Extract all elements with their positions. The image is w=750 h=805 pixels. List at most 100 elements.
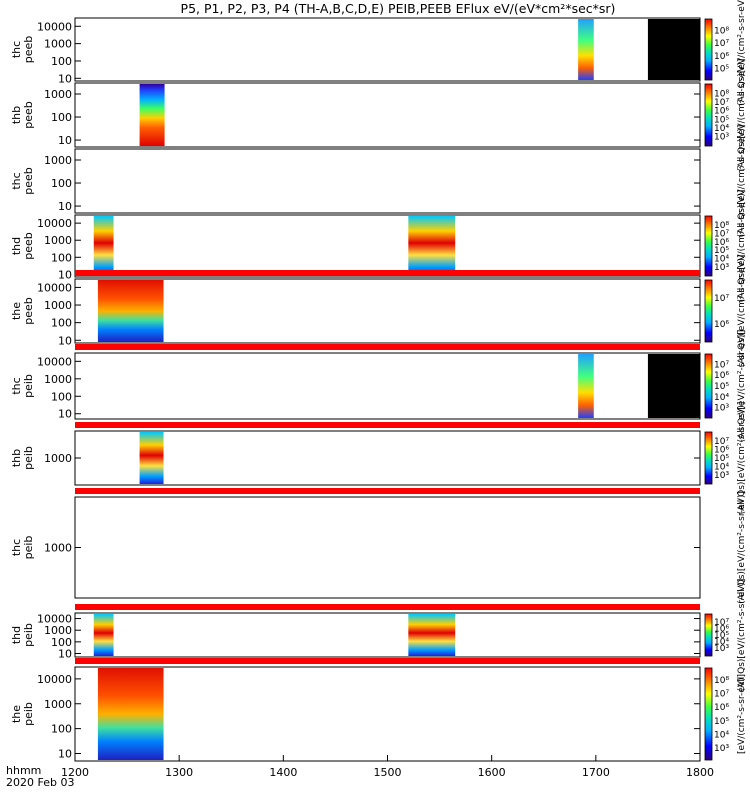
y-tick-label: 10 — [58, 134, 72, 147]
y-tick-label: 10 — [58, 268, 72, 281]
x-tick-label: 1200 — [61, 766, 89, 779]
colorbar — [704, 613, 713, 657]
x-tick-label: 1600 — [478, 766, 506, 779]
colorbar-tick-label: 10³ — [714, 744, 729, 754]
y-tick-label: 1000 — [44, 299, 72, 312]
colorbar-tick-label: 10⁴ — [714, 393, 729, 403]
colorbar-tick-label: 10⁸ — [714, 676, 729, 686]
spectrogram-block — [93, 614, 114, 656]
panel-label-probe: thd — [10, 626, 23, 644]
colorbar-tick-label: 10⁵ — [714, 115, 729, 125]
colorbar-tick-label: 10³ — [714, 471, 729, 481]
fill-band — [75, 488, 700, 494]
y-tick-label: 1000 — [44, 38, 72, 51]
y-tick-label: 10 — [58, 72, 72, 85]
colorbar-label: (All Qs)[eV/(cm²-s-sr-eV)] — [737, 125, 747, 238]
y-tick-label: 10 — [58, 200, 72, 213]
fill-band — [75, 270, 700, 276]
colorbar-tick-label: 10⁵ — [714, 65, 729, 75]
colorbar-label: (All Qs)[eV/(cm²-s-sr-eV)] — [737, 402, 747, 515]
spectrogram-block — [139, 432, 164, 484]
panel-frame — [74, 214, 701, 278]
panel-label-product: peeb — [22, 232, 35, 260]
panel-frame — [74, 430, 701, 486]
spectrogram-block — [408, 216, 456, 276]
panel-label-probe: thb — [10, 106, 23, 124]
y-tick-label: 10000 — [37, 613, 72, 626]
panel-5: 10 100 1000 10000 the peeb 10⁶ 10⁷ (All Qs)[eV/(… — [10, 255, 747, 368]
fill-band — [75, 422, 700, 428]
colorbar-label: (All Qs)[eV/(cm²-s-sr-eV)] — [737, 255, 747, 368]
panel-8: 1000 thc peib (All Qs)[eV/(cm²-s-sr-eV)] — [10, 488, 747, 604]
spectrogram-block — [647, 354, 700, 418]
spectrogram-block — [578, 354, 594, 418]
panel-label-product: peib — [22, 374, 35, 398]
panel-frame — [74, 352, 701, 420]
x-label-hhmm: hhmm — [6, 764, 41, 777]
y-tick-label: 100 — [51, 111, 72, 124]
colorbar-tick-label: 10⁷ — [714, 230, 729, 240]
y-tick-label: 1000 — [44, 154, 72, 167]
colorbar-tick-label: 10⁷ — [714, 690, 729, 700]
colorbar-label: (All Qs)[eV/(cm²-s-sr-eV)] — [737, 190, 747, 303]
colorbar — [704, 353, 713, 419]
y-tick-label: 100 — [51, 251, 72, 264]
spectrogram-block — [578, 19, 594, 80]
y-tick-label: 100 — [51, 177, 72, 190]
colorbar-tick-label: 10⁸ — [714, 89, 729, 99]
panel-label-product: peeb — [22, 36, 35, 64]
panel-frame — [74, 666, 701, 762]
y-tick-label: 10 — [58, 748, 72, 761]
colorbar-label: (All Qs)[eV/(cm²-s-sr-eV)] — [737, 330, 747, 443]
panel-label-probe: thc — [10, 172, 23, 189]
panel-frame — [74, 612, 701, 658]
panel-10: 10 100 1000 10000 the peib 10³ 10⁴ 10⁵ 10⁶ 10⁷ 10⁸ [… — [10, 658, 747, 762]
colorbar-tick-label: 10⁵ — [714, 246, 729, 256]
y-tick-label: 1000 — [44, 624, 72, 637]
colorbar-tick-label: 10⁶ — [714, 703, 729, 713]
y-tick-label: 10000 — [37, 673, 72, 686]
colorbar-label: [eV/(cm²-s-sr-eV)] — [737, 674, 747, 754]
colorbar-tick-label: 10⁴ — [714, 124, 729, 134]
colorbar-tick-label: 10³ — [714, 263, 729, 273]
colorbar-tick-label: 10³ — [714, 133, 729, 143]
colorbar-tick-label: 10⁷ — [714, 360, 729, 370]
colorbar-tick-label: 10⁶ — [714, 107, 729, 117]
colorbar-tick-label: 10⁷ — [714, 39, 729, 49]
y-tick-label: 10000 — [37, 281, 72, 294]
panel-frame — [74, 82, 701, 148]
y-tick-label: 1000 — [44, 452, 72, 465]
panel-label-product: peib — [22, 623, 35, 647]
panel-frame — [74, 17, 701, 82]
spectrogram-block — [139, 84, 165, 146]
y-tick-label: 10000 — [37, 20, 72, 33]
colorbar-tick-label: 10⁵ — [714, 454, 729, 464]
panel-label-product: peib — [22, 536, 35, 560]
colorbar-label: (All Qs)[eV/(cm²-s-sr-eV)] — [737, 0, 747, 106]
x-label-date: 2020 Feb 03 — [6, 776, 74, 789]
fill-band — [75, 604, 700, 610]
colorbar — [704, 431, 713, 485]
panel-frame — [74, 148, 701, 214]
fill-band — [75, 344, 700, 350]
colorbar-tick-label: 10⁶ — [714, 238, 729, 248]
colorbar-tick-label: 10⁶ — [714, 446, 729, 456]
colorbar-tick-label: 10⁷ — [714, 618, 729, 628]
panel-label-product: peeb — [22, 167, 35, 195]
colorbar-label: (All Qs)[eV/(cm²-s-sr-eV)] — [737, 579, 747, 692]
panel-label-product: peib — [22, 702, 35, 726]
panel-frame — [74, 496, 701, 599]
colorbar-tick-label: 10⁸ — [714, 221, 729, 231]
colorbar-tick-label: 10⁶ — [714, 52, 729, 62]
y-tick-label: 100 — [51, 723, 72, 736]
panel-label-probe: thc — [10, 539, 23, 556]
fill-band — [75, 658, 700, 664]
y-tick-label: 10 — [58, 647, 72, 660]
colorbar — [704, 215, 713, 277]
y-tick-label: 10000 — [37, 217, 72, 230]
